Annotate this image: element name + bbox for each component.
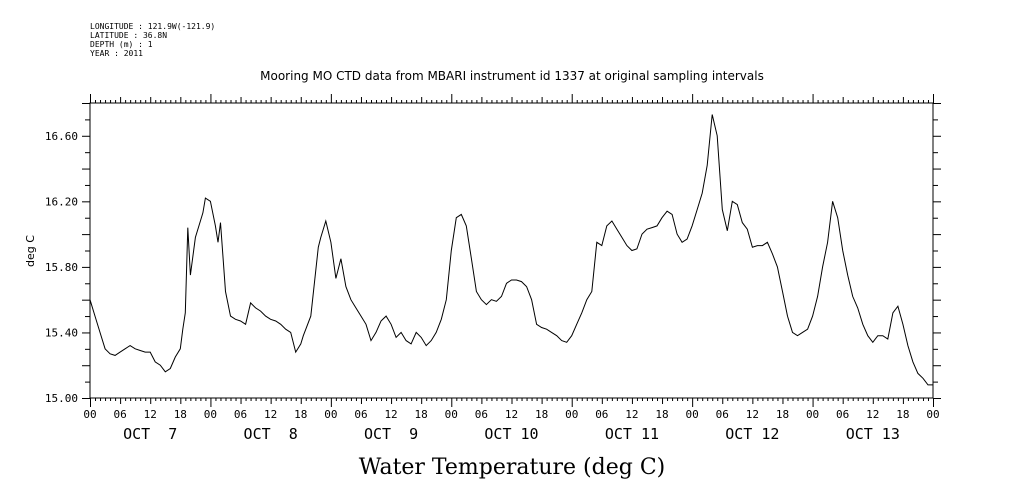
x-tick-label: 12 — [384, 408, 397, 421]
axis-ticks — [82, 94, 941, 407]
day-label: OCT 11 — [605, 425, 659, 443]
year-label: YEAR : 2011 — [90, 49, 143, 58]
x-tick-label: 18 — [415, 408, 428, 421]
x-tick-label: 06 — [836, 408, 849, 421]
x-tick-label: 00 — [445, 408, 458, 421]
x-tick-label: 06 — [595, 408, 608, 421]
day-label: OCT 12 — [725, 425, 779, 443]
x-tick-label: 12 — [746, 408, 759, 421]
x-tick-label: 06 — [475, 408, 488, 421]
x-tick-label: 18 — [776, 408, 789, 421]
x-tick-label: 00 — [204, 408, 217, 421]
day-label: OCT 13 — [846, 425, 900, 443]
x-tick-label: 00 — [806, 408, 819, 421]
temperature-series-line — [89, 114, 933, 386]
x-tick-label: 18 — [535, 408, 548, 421]
x-tick-label: 06 — [716, 408, 729, 421]
latitude-label: LATITUDE : 36.8N — [90, 31, 168, 40]
longitude-label: LONGITUDE : 121.9W(-121.9) — [90, 22, 216, 31]
x-day-labels: OCT 7 OCT 8 OCT 9 OCT 10 OCT 11 OCT 12 OCT 13 — [123, 425, 900, 443]
x-tick-label: 12 — [144, 408, 157, 421]
y-tick-label: 15.80 — [45, 261, 78, 274]
x-tick-label: 18 — [896, 408, 909, 421]
chart-title: Mooring MO CTD data from MBARI instrumen… — [260, 69, 764, 83]
x-tick-label: 06 — [113, 408, 126, 421]
x-tick-label: 06 — [354, 408, 367, 421]
depth-label: DEPTH (m) : 1 — [90, 40, 153, 49]
x-axis-title: Water Temperature (deg C) — [359, 455, 666, 480]
metadata-block: LONGITUDE : 121.9W(-121.9) LATITUDE : 36… — [90, 22, 215, 58]
plot-frame — [89, 102, 934, 399]
y-tick-label: 16.20 — [45, 195, 78, 208]
x-tick-label: 18 — [294, 408, 307, 421]
y-tick-label: 15.40 — [45, 326, 78, 339]
x-tick-label: 06 — [234, 408, 247, 421]
day-label: OCT 9 — [364, 425, 418, 443]
y-tick-label: 15.00 — [45, 392, 78, 405]
y-tick-labels: 15.00 15.40 15.80 16.20 16.60 — [45, 130, 78, 405]
x-tick-label: 12 — [625, 408, 638, 421]
x-tick-label: 00 — [565, 408, 578, 421]
x-hour-labels: 00 06 12 18 00 06 12 18 00 06 12 18 00 06 12 18 00 06 12 18… — [83, 408, 939, 421]
x-tick-label: 12 — [866, 408, 879, 421]
y-tick-label: 16.60 — [45, 130, 78, 143]
x-tick-label: 00 — [926, 408, 939, 421]
x-tick-label: 18 — [655, 408, 668, 421]
x-tick-label: 00 — [83, 408, 96, 421]
day-label: OCT 10 — [484, 425, 538, 443]
x-tick-label: 12 — [264, 408, 277, 421]
x-tick-label: 00 — [686, 408, 699, 421]
day-label: OCT 8 — [244, 425, 298, 443]
x-tick-label: 00 — [324, 408, 337, 421]
x-tick-label: 12 — [505, 408, 518, 421]
y-axis-label: deg C — [24, 235, 37, 267]
day-label: OCT 7 — [123, 425, 177, 443]
x-tick-label: 18 — [174, 408, 187, 421]
